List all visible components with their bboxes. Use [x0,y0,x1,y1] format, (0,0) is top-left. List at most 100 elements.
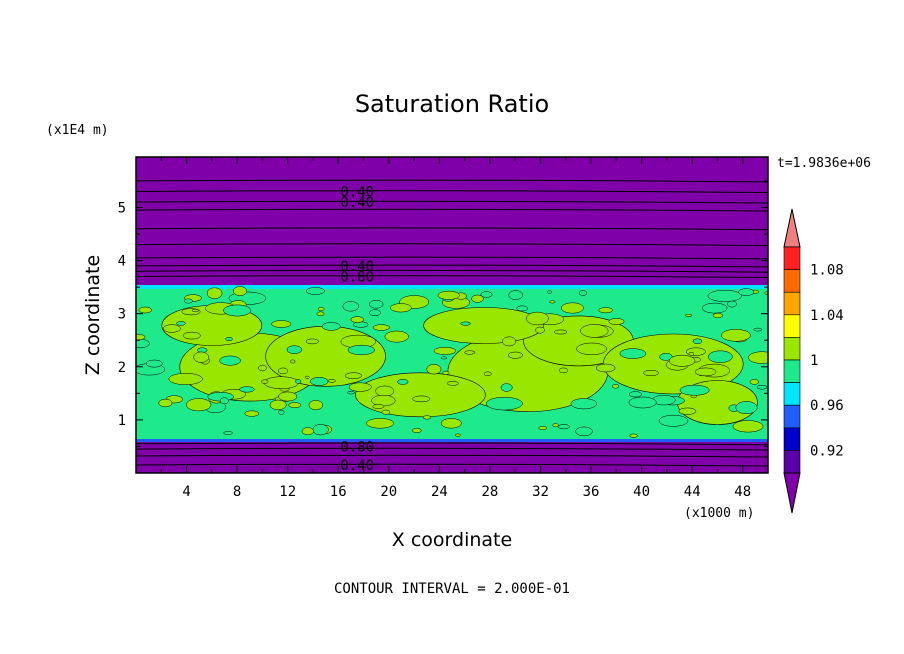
patch-166 [549,300,556,304]
patch-124 [317,307,325,312]
patch-149 [580,324,609,338]
patch-112 [290,359,296,364]
patch-129 [712,313,723,318]
patch-158 [561,302,584,314]
patch-93 [764,291,768,295]
colorbar-swatch-3 [783,314,801,338]
patch-54 [628,391,642,398]
colorbar-swatch-9 [783,450,801,474]
patch-153 [350,316,365,323]
colorbar-label: 0.96 [810,398,844,414]
patch-127 [223,431,233,435]
y-tick-label: 4 [118,254,126,270]
patch-78 [422,415,432,420]
patch-160 [678,407,697,415]
patch-133 [344,372,363,379]
patch-169 [347,391,355,395]
colorbar-swatch-7 [783,404,801,429]
contour-line-11 [136,447,768,451]
colorbar-swatch-0 [783,246,801,270]
patch-80 [193,351,210,363]
patch-139 [397,379,409,385]
x-tick-label: 28 [481,484,498,500]
patch-71 [578,290,588,296]
contour-label-5: 0.40 [340,458,374,474]
patch-103 [643,369,659,377]
colorbar-swatch-1 [783,269,801,293]
cloud-band-top-edge [136,285,768,289]
y-axis-label: Z coordinate [82,255,104,375]
patch-118 [552,423,559,428]
patch-10 [612,384,620,389]
patch-63 [321,322,341,331]
contour-line-1 [136,190,768,193]
contour-label-0: 0.40 [340,185,374,201]
patch-92 [547,290,552,294]
patch-67 [685,313,693,317]
patch-37 [371,394,396,407]
patch-90 [278,391,298,402]
patch-73 [727,300,737,308]
time-label: t=1.9836e+06 [777,156,871,171]
patch-123 [694,367,717,377]
colorbar-swatch-6 [783,382,801,406]
patch-large-7 [423,307,544,344]
colorbar-overflow-low [783,472,801,514]
x-tick-label: 4 [182,484,190,500]
patch-94 [516,305,528,312]
contour-line-5 [136,243,768,247]
patch-14 [598,307,613,314]
y-tick-label: 2 [118,360,126,376]
colorbar: 1.08 1.04 1 0.96 0.92 [783,208,844,514]
patch-110 [168,373,203,385]
colorbar-label: 1.08 [810,263,844,279]
patch-40 [258,364,267,372]
patch-132 [557,424,570,430]
patch-6 [554,329,568,335]
x-tick-label: 44 [684,484,701,500]
patch-101 [136,333,146,341]
patch-148 [301,427,314,436]
x-tick-label: 36 [583,484,600,500]
patch-128 [390,303,412,313]
patch-5 [412,428,422,433]
contour-label-2: 0.40 [340,259,374,275]
patch-138 [185,398,212,412]
y-tick-label: 5 [118,201,126,217]
contour-interval-note: CONTOUR INTERVAL = 2.000E-01 [334,581,570,597]
x-tick-label: 20 [380,484,397,500]
patch-144 [310,377,329,386]
patch-143 [312,424,329,436]
patch-22 [278,409,285,415]
contour-line-9 [136,275,768,278]
patch-146 [558,367,569,374]
patch-130 [628,396,657,409]
contour-line-8 [136,269,768,273]
y-tick-label: 3 [118,307,126,323]
patch-108 [342,301,360,312]
patch-84 [735,401,758,415]
contour-line-4 [136,227,768,231]
patch-168 [176,321,186,326]
x-tick-label: 8 [233,484,241,500]
patch-161 [271,320,292,328]
contour-line-0 [136,179,768,183]
patch-159 [688,351,695,356]
patch-91 [191,308,199,313]
patch-114 [348,382,372,392]
y-tick-label: 1 [118,413,126,429]
patch-115 [576,342,608,356]
x-tick-label: 16 [330,484,347,500]
patch-126 [347,344,375,356]
patch-16 [480,291,493,298]
patch-43 [381,409,391,415]
chart-title: Saturation Ratio [355,90,549,118]
x-axis-label: X coordinate [392,529,512,551]
patch-145 [158,398,173,408]
patch-117 [753,327,762,332]
x-tick-label: 40 [633,484,650,500]
x-units-label: (x1000 m) [684,506,754,521]
patch-87 [502,336,517,347]
colorbar-label: 1.04 [810,308,844,324]
patch-147 [295,379,302,384]
